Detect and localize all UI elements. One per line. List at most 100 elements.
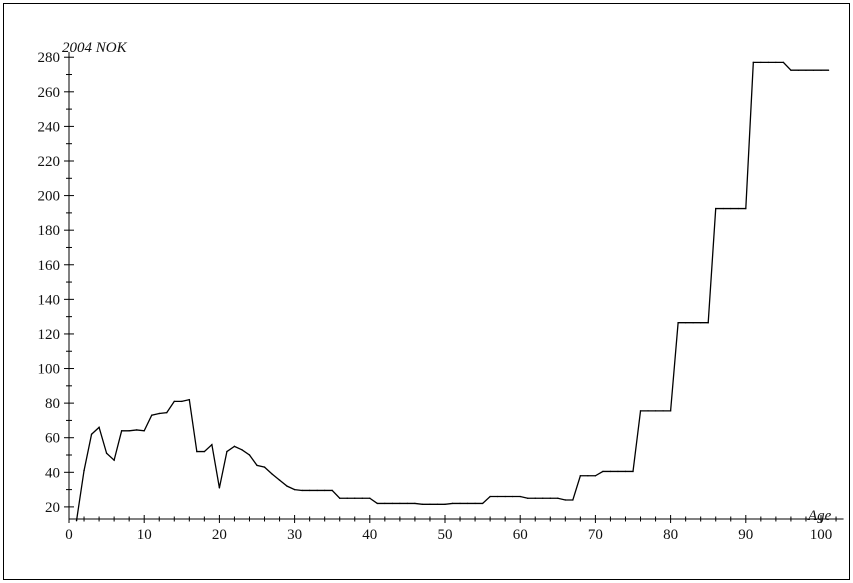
data-point xyxy=(256,464,258,467)
data-point xyxy=(549,497,551,499)
data-point xyxy=(797,69,800,71)
data-point xyxy=(421,503,424,505)
data-point xyxy=(316,489,318,492)
data-point xyxy=(248,454,251,456)
x-tick-label: 20 xyxy=(212,527,227,543)
data-point xyxy=(669,410,672,412)
data-point xyxy=(557,497,559,499)
chart-frame xyxy=(3,3,850,580)
data-point xyxy=(504,495,506,498)
data-point xyxy=(474,502,476,505)
y-tick-label: 220 xyxy=(38,154,61,170)
data-point xyxy=(98,426,100,429)
data-point xyxy=(542,497,544,499)
data-point xyxy=(481,502,484,505)
data-point xyxy=(135,429,138,431)
data-point xyxy=(624,470,627,473)
x-tick-label: 50 xyxy=(438,527,453,543)
data-point xyxy=(75,520,78,522)
data-point xyxy=(632,470,634,473)
data-point xyxy=(233,445,236,448)
data-point xyxy=(151,414,153,416)
y-tick-label: 60 xyxy=(45,431,60,447)
data-point xyxy=(745,207,747,210)
data-point xyxy=(647,410,649,412)
data-point xyxy=(346,497,348,499)
data-point xyxy=(181,400,183,403)
data-point xyxy=(767,61,770,64)
data-point xyxy=(354,497,356,499)
data-point xyxy=(782,61,785,64)
y-tick-label: 180 xyxy=(38,223,61,239)
data-point xyxy=(331,489,333,492)
data-point xyxy=(639,410,642,412)
data-point xyxy=(218,487,221,489)
data-point xyxy=(361,497,363,499)
series-line xyxy=(75,61,829,521)
data-point xyxy=(113,459,115,461)
data-point xyxy=(286,485,288,487)
y-tick-label: 200 xyxy=(38,189,61,205)
data-point xyxy=(429,503,431,505)
data-point xyxy=(143,430,145,432)
data-point xyxy=(166,411,168,414)
data-point xyxy=(271,473,273,475)
y-tick-label: 80 xyxy=(45,396,60,412)
data-point xyxy=(451,502,454,505)
data-point xyxy=(805,69,807,71)
x-tick-label: 80 xyxy=(663,527,678,543)
data-point xyxy=(301,489,303,492)
data-point xyxy=(534,497,536,499)
series-group xyxy=(75,61,830,522)
data-point xyxy=(414,502,416,505)
data-point xyxy=(105,452,108,454)
y-tick-label: 140 xyxy=(38,292,61,308)
data-point xyxy=(263,466,266,468)
data-point xyxy=(391,502,394,505)
x-tick-label: 60 xyxy=(513,527,528,543)
data-point xyxy=(128,430,130,432)
data-point xyxy=(654,410,657,412)
data-point xyxy=(293,488,296,491)
x-tick-label: 40 xyxy=(362,527,377,543)
y-tick-label: 120 xyxy=(38,327,61,343)
data-point xyxy=(173,400,175,403)
data-point xyxy=(730,207,732,210)
data-point xyxy=(722,207,724,210)
axes xyxy=(68,52,844,520)
data-point xyxy=(707,322,709,324)
data-point xyxy=(579,475,582,477)
data-point xyxy=(602,470,604,473)
data-point xyxy=(489,495,491,498)
y-tick-label: 260 xyxy=(38,85,61,101)
data-point xyxy=(399,502,401,505)
data-point xyxy=(83,469,85,472)
data-point xyxy=(677,322,679,324)
data-point xyxy=(203,450,206,453)
data-point xyxy=(587,475,589,477)
data-point xyxy=(339,497,341,499)
ticks: 0 10 20 30 40 50 60 70 80 90 100 20 40 60 80 100 120 140 1… xyxy=(38,50,837,543)
data-point xyxy=(384,502,386,505)
data-point xyxy=(436,503,439,505)
data-point xyxy=(226,450,228,453)
y-tick-label: 100 xyxy=(38,362,61,378)
data-point xyxy=(444,503,446,505)
data-point xyxy=(609,470,612,473)
data-point xyxy=(308,489,311,492)
data-point xyxy=(820,69,822,71)
data-point xyxy=(572,499,574,501)
data-point xyxy=(519,495,521,498)
data-point xyxy=(692,322,694,324)
data-point xyxy=(466,502,469,505)
x-tick-label: 70 xyxy=(588,527,603,543)
data-point xyxy=(459,502,461,505)
y-tick-label: 280 xyxy=(38,50,61,66)
data-point xyxy=(760,61,762,64)
data-point xyxy=(790,69,792,71)
data-point xyxy=(369,497,371,499)
y-tick-label: 160 xyxy=(38,258,61,274)
y-tick-label: 40 xyxy=(45,465,60,481)
x-tick-label: 10 xyxy=(137,527,152,543)
